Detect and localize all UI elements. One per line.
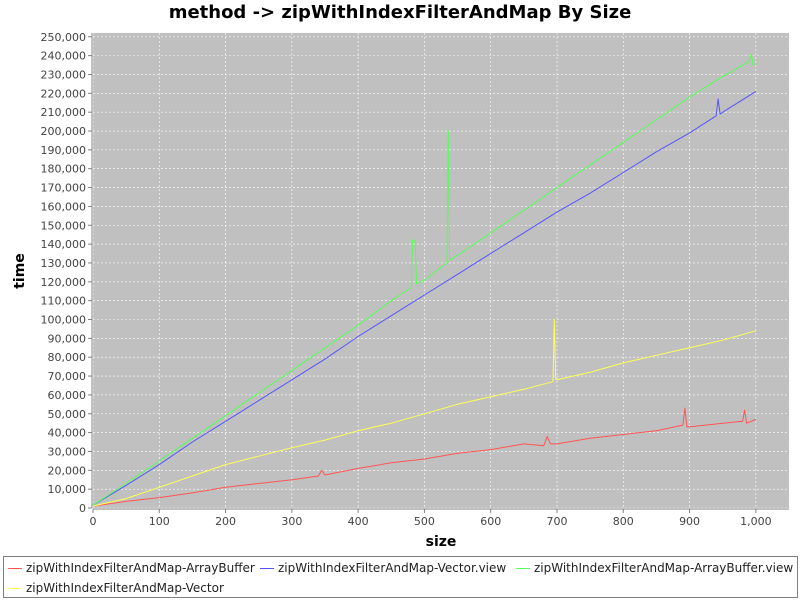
legend-label: zipWithIndexFilterAndMap-Vector.view: [278, 561, 507, 575]
y-tick-label: 0: [79, 502, 86, 515]
legend-item: zipWithIndexFilterAndMap-ArrayBuffer: [8, 561, 255, 575]
y-axis-ticks: 0 10,000 20,000 30,000 40,000 50,000 60,000 70,…: [41, 31, 92, 515]
y-tick-label: 180,000: [41, 163, 87, 176]
legend-label: zipWithIndexFilterAndMap-Vector: [26, 581, 224, 595]
legend-item: zipWithIndexFilterAndMap-Vector: [8, 581, 224, 595]
x-tick-label: 800: [613, 515, 634, 528]
y-tick-label: 90,000: [48, 332, 87, 345]
gridlines: [92, 33, 789, 509]
chart-title: method -> zipWithIndexFilterAndMap By Si…: [168, 2, 632, 23]
x-axis-ticks: 0 100 200 300 400 500 600 700 800 900 1,000: [90, 509, 772, 528]
y-tick-label: 40,000: [48, 427, 87, 440]
series-line-2: [92, 90, 757, 506]
y-tick-label: 10,000: [48, 483, 87, 496]
y-tick-label: 140,000: [41, 238, 87, 251]
series-lines: [92, 53, 757, 507]
x-tick-label: 0: [90, 515, 97, 528]
legend-swatch: [516, 567, 530, 569]
y-tick-label: 230,000: [41, 68, 87, 81]
x-tick-label: 100: [149, 515, 170, 528]
y-tick-label: 30,000: [48, 445, 87, 458]
series-line-3: [92, 53, 757, 506]
y-tick-label: 60,000: [48, 389, 87, 402]
y-tick-label: 20,000: [48, 464, 87, 477]
series-line-1: [92, 407, 757, 507]
series-line-4: [92, 319, 757, 507]
y-tick-label: 120,000: [41, 276, 87, 289]
y-tick-label: 250,000: [41, 31, 87, 44]
legend-item: zipWithIndexFilterAndMap-Vector.view: [260, 561, 506, 575]
x-tick-label: 300: [281, 515, 302, 528]
y-tick-label: 200,000: [41, 125, 87, 138]
x-tick-label: 900: [679, 515, 700, 528]
y-tick-label: 190,000: [41, 144, 87, 157]
y-tick-label: 160,000: [41, 200, 87, 213]
legend: zipWithIndexFilterAndMap-ArrayBuffer zip…: [3, 556, 798, 598]
y-tick-label: 150,000: [41, 219, 87, 232]
y-tick-label: 220,000: [41, 87, 87, 100]
legend-label: zipWithIndexFilterAndMap-ArrayBuffer.vie…: [534, 561, 794, 575]
y-tick-label: 50,000: [48, 408, 87, 421]
legend-item: zipWithIndexFilterAndMap-ArrayBuffer.vie…: [516, 561, 793, 575]
y-tick-label: 210,000: [41, 106, 87, 119]
x-tick-label: 600: [480, 515, 501, 528]
legend-swatch: [260, 567, 274, 569]
y-tick-label: 70,000: [48, 370, 87, 383]
plot-area: [93, 33, 789, 508]
x-tick-label: 500: [414, 515, 435, 528]
y-tick-label: 100,000: [41, 314, 87, 327]
y-axis-label: time: [12, 253, 28, 289]
x-tick-label: 700: [547, 515, 568, 528]
y-tick-label: 170,000: [41, 182, 87, 195]
y-tick-label: 240,000: [41, 50, 87, 63]
y-tick-label: 80,000: [48, 351, 87, 364]
legend-swatch: [8, 567, 22, 569]
x-tick-label: 1,000: [740, 515, 772, 528]
legend-label: zipWithIndexFilterAndMap-ArrayBuffer: [26, 561, 255, 575]
y-tick-label: 130,000: [41, 257, 87, 270]
x-axis-label: size: [426, 534, 457, 550]
x-tick-label: 200: [215, 515, 236, 528]
legend-swatch: [8, 587, 22, 589]
y-tick-label: 110,000: [41, 295, 87, 308]
x-tick-label: 400: [348, 515, 369, 528]
